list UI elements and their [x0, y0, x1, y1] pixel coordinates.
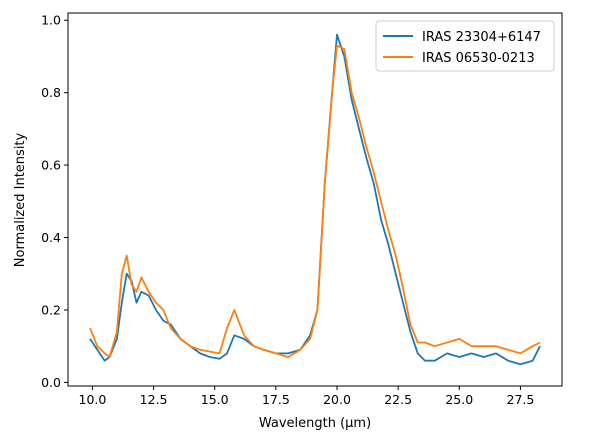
x-tick-label: 25.0 — [445, 392, 473, 407]
x-tick-label: 17.5 — [262, 392, 290, 407]
plot-area-frame — [67, 12, 563, 387]
x-axis-label: Wavelength (μm) — [259, 416, 371, 431]
x-tick-label: 15.0 — [201, 392, 229, 407]
series-line-2 — [89, 44, 541, 358]
y-tick-label: 0.6 — [41, 158, 61, 173]
legend-label-series-2: IRAS 06530-0213 — [422, 51, 535, 66]
x-tick-label: 10.0 — [79, 392, 107, 407]
legend-box — [375, 20, 555, 72]
y-tick-label: 0.4 — [41, 230, 61, 245]
series-line-1 — [89, 33, 541, 366]
y-tick-label: 1.0 — [41, 13, 61, 28]
series-layer — [89, 33, 541, 366]
y-tick-label: 0.2 — [41, 302, 61, 317]
x-tick-label: 22.5 — [384, 392, 412, 407]
x-tick-label: 27.5 — [507, 392, 535, 407]
x-axis-ticks: 10.0 12.5 15.0 17.5 20.0 22.5 25.0 27.5 — [79, 386, 535, 407]
y-tick-label: 0.0 — [41, 375, 61, 390]
legend-label-series-1: IRAS 23304+6147 — [422, 30, 541, 45]
y-axis-label: Normalized Intensity — [13, 132, 28, 267]
x-tick-label: 20.0 — [323, 392, 351, 407]
y-tick-label: 0.8 — [41, 85, 61, 100]
x-tick-label: 12.5 — [140, 392, 168, 407]
legend: IRAS 23304+6147 IRAS 06530-0213 — [375, 20, 555, 72]
y-axis-ticks: 0.0 0.2 0.4 0.6 0.8 1.0 — [41, 13, 68, 390]
